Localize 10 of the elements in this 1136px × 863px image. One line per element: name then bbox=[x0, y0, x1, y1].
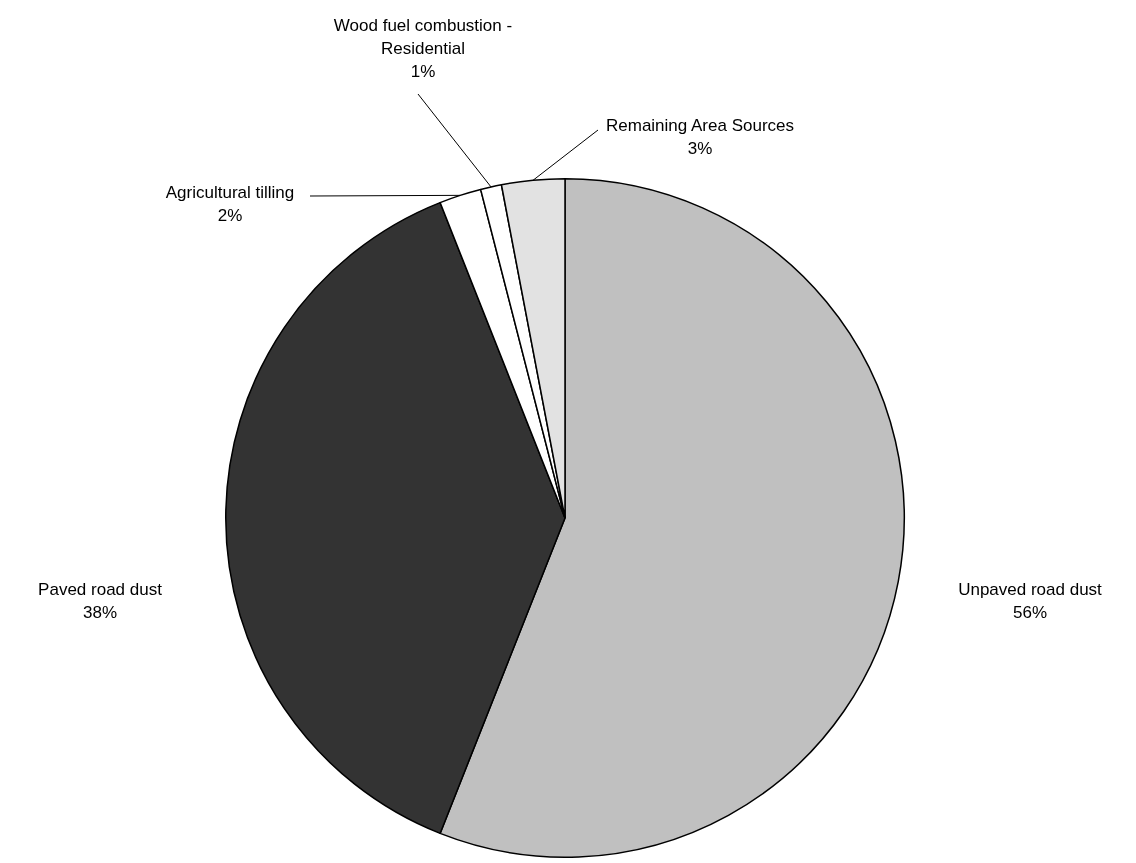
slice-label: Unpaved road dust bbox=[958, 580, 1103, 600]
slice-label: Remaining Area Sources bbox=[605, 116, 795, 136]
data-label: 3% bbox=[687, 139, 713, 159]
slice-label: Paved road dust bbox=[38, 580, 163, 600]
data-label: 2% bbox=[217, 206, 243, 226]
data-label: 1% bbox=[410, 62, 436, 82]
slice-label: Agricultural tilling bbox=[165, 183, 295, 203]
data-label: 38% bbox=[82, 603, 118, 623]
data-label: 56% bbox=[1012, 603, 1048, 623]
slice-label: Wood fuel combustion - Residential bbox=[333, 16, 513, 59]
